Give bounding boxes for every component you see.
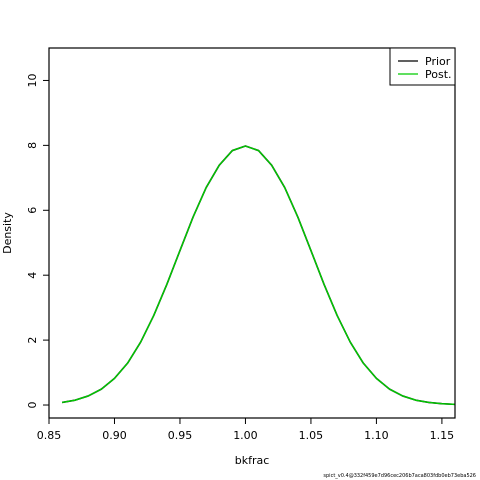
y-tick-label: 4: [26, 272, 39, 279]
y-tick-label: 2: [26, 337, 39, 344]
x-tick-label: 0.95: [168, 429, 193, 442]
series-line-post: [61, 145, 456, 406]
y-tick-label: 10: [26, 73, 39, 87]
plot-frame: [48, 47, 456, 419]
y-tick-label: 6: [26, 207, 39, 214]
y-tick-label: 0: [26, 402, 39, 409]
x-tick-label: 0.85: [37, 429, 62, 442]
y-tick-label: 8: [26, 142, 39, 149]
legend-label-post: Post.: [425, 68, 452, 81]
x-tick-label: 1.10: [364, 429, 389, 442]
x-tick-label: 1.00: [233, 429, 258, 442]
x-tick-label: 1.05: [299, 429, 324, 442]
x-axis: 0.85 0.90 0.95 1.00 1.05 1.10 1.15: [37, 418, 454, 442]
x-tick-label: 1.15: [430, 429, 455, 442]
legend-label-prior: Prior: [425, 55, 451, 68]
legend: Prior Post.: [389, 47, 456, 86]
y-axis-title: Density: [1, 212, 14, 254]
y-axis: 0 2 4 6 8 10: [26, 73, 49, 409]
x-axis-title: bkfrac: [235, 454, 270, 467]
x-tick-label: 0.90: [102, 429, 127, 442]
legend-box: [389, 47, 456, 86]
series-lines: [61, 145, 456, 406]
footer-version-text: spict_v0.4@332f459e7d96cec206b7aca803fdb…: [323, 473, 476, 479]
